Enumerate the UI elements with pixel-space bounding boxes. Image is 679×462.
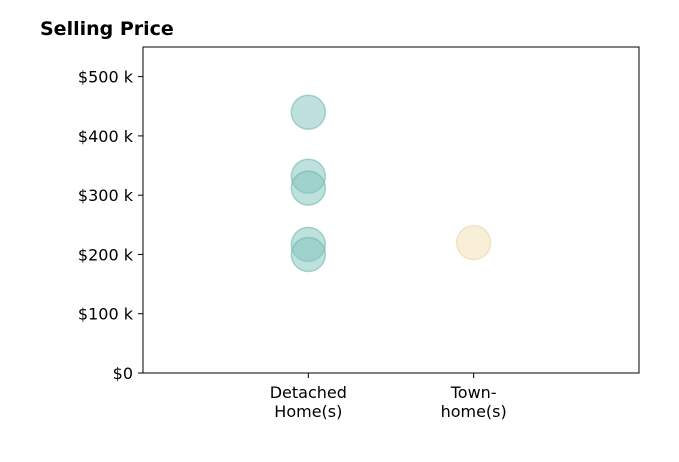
y-axis: $0 $100 k $200 k $300 k $400 k $500 k	[78, 68, 143, 383]
data-point	[290, 94, 327, 130]
y-tick-label: $400 k	[78, 127, 134, 146]
x-tick-label: Town-	[450, 383, 497, 402]
y-tick-label: $300 k	[78, 186, 134, 205]
x-tick-label: Home(s)	[274, 402, 342, 421]
data-points	[290, 94, 492, 273]
y-tick-label: $500 k	[78, 68, 134, 87]
plot-frame	[142, 46, 640, 374]
y-tick-label: $0	[113, 364, 133, 383]
data-point	[455, 224, 492, 261]
y-tick-label: $100 k	[78, 305, 134, 324]
x-tick-label: Detached	[270, 383, 347, 402]
data-point	[290, 170, 327, 206]
x-tick-label: home(s)	[441, 402, 507, 421]
data-point	[290, 236, 327, 273]
y-tick-label: $200 k	[78, 245, 134, 264]
chart-title: Selling Price	[40, 18, 174, 40]
